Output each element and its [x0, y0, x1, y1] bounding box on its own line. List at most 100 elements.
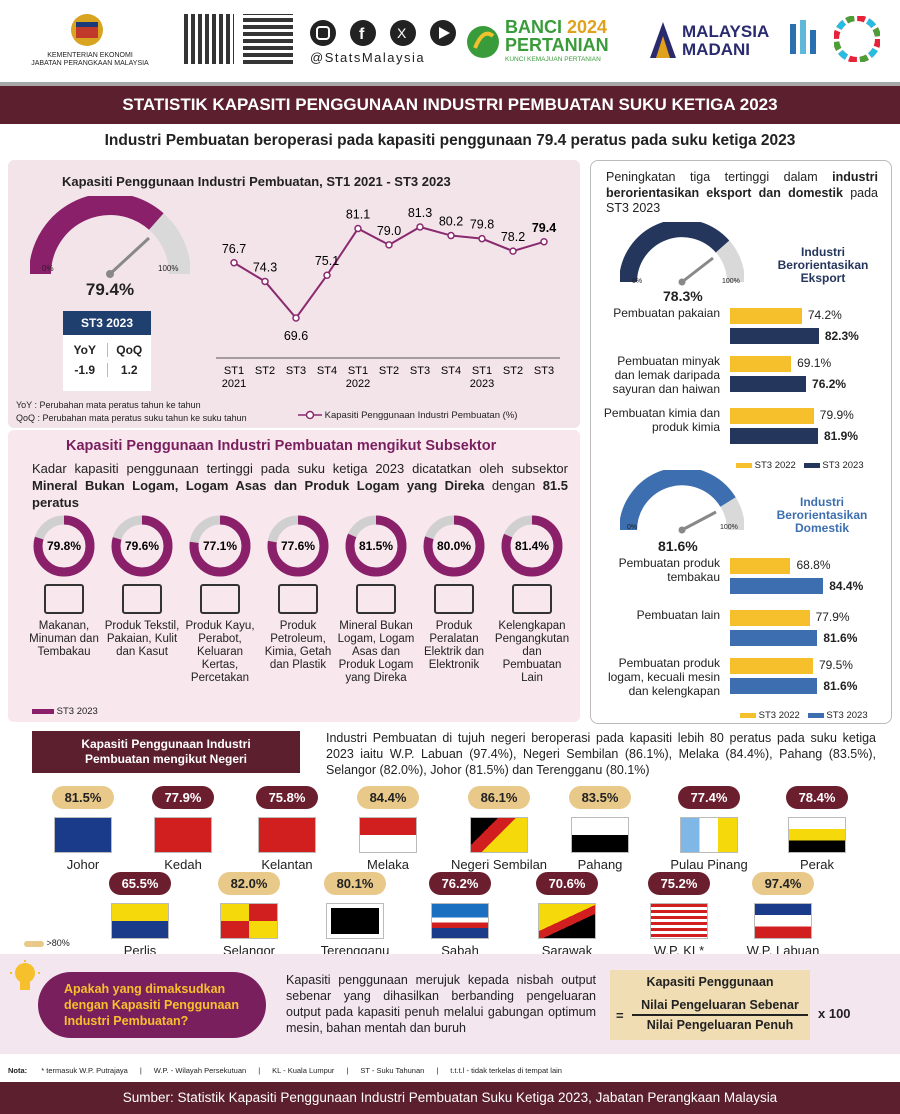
data-label: 79.4	[532, 221, 556, 235]
state-value-badge: 76.2%	[429, 872, 491, 895]
bar-st3-2023	[730, 678, 818, 694]
svg-text:f: f	[359, 26, 365, 43]
note-yoy: YoY : Perubahan mata peratus tahun ke ta…	[16, 400, 201, 410]
domestic-bar-chart: Pembuatan produk tembakau 68.8% 84.4% Pembu…	[600, 556, 890, 708]
data-label: 79.0	[377, 224, 401, 238]
qr-code-icon[interactable]	[243, 14, 293, 64]
subsector-label: Produk Tekstil, Pakaian, Kulit dan Kasut	[104, 620, 180, 658]
subsector-label: Makanan, Minuman dan Tembakau	[29, 620, 99, 658]
data-point	[292, 314, 300, 322]
ministry-name: KEMENTERIAN EKONOMI	[47, 52, 133, 59]
export-gauge-min: 0%	[632, 278, 643, 285]
subsector-description: Kadar kapasiti penggunaan tertinggi pada…	[32, 460, 568, 511]
subsector-item: 79.6% Produk Tekstil, Pakaian, Kulit dan …	[102, 514, 182, 659]
note-item: t.t.t.l - tidak terkelas di tempat lain	[450, 1066, 562, 1075]
state-name: Pulau Pinang	[670, 857, 748, 872]
data-point	[447, 231, 455, 240]
bar-st3-2023	[730, 328, 819, 344]
state-flag-icon	[220, 903, 278, 939]
bar-value-2023: 81.9%	[823, 429, 859, 443]
subsector-item: 77.1% Produk Kayu, Perabot, Keluaran Kert…	[180, 514, 260, 685]
title-bar: STATISTIK KAPASITI PENGGUNAAN INDUSTRI P…	[0, 82, 900, 124]
banci-word: BANCI	[505, 17, 562, 37]
export-legend-2023: ST3 2023	[822, 460, 864, 471]
state-item: 77.4% Pulau Pinang	[654, 786, 764, 872]
qoq-label: QoQ	[106, 343, 152, 357]
bar-group: Pembuatan minyak dan lemak daripada sayu…	[600, 354, 890, 400]
desc-value: 81.5 peratus	[32, 478, 568, 510]
state-value-badge: 83.5%	[569, 786, 631, 809]
electronics-icon	[434, 584, 474, 614]
state-item: 80.1% Terengganu	[300, 872, 410, 958]
bar-st3-2023	[730, 428, 818, 444]
desc-plain: Kadar kapasiti penggunaan tertinggi pada…	[32, 461, 568, 476]
state-name: Melaka	[367, 857, 409, 872]
data-point	[354, 224, 362, 233]
data-point	[323, 271, 331, 279]
state-name: Negeri Sembilan	[450, 857, 548, 872]
bar-value-2022: 79.5%	[818, 658, 853, 672]
x-tick-label: ST3	[534, 365, 554, 377]
note-item: |	[436, 1066, 439, 1075]
yoy-value: -1.9	[74, 363, 96, 377]
data-point	[509, 247, 517, 255]
subsector-label: Kelengkapan Pengangkutan dan Pembuatan L…	[494, 620, 570, 684]
export-gauge-max: 100%	[722, 278, 740, 285]
bar-st3-2022	[730, 558, 791, 574]
state-item: 70.6% Sarawak	[512, 872, 622, 958]
bar-group: Pembuatan produk tembakau 68.8% 84.4%	[600, 556, 890, 602]
bar-value-2023: 81.6%	[823, 679, 858, 693]
social-handle[interactable]: @StatsMalaysia	[310, 50, 426, 65]
data-label: 81.1	[346, 208, 370, 222]
chart-legend: Kapasiti Penggunaan Industri Pembuatan (…	[298, 410, 517, 421]
state-flag-icon	[54, 817, 112, 853]
domestic-gauge-value: 81.6%	[658, 538, 698, 554]
donut-value: 79.6%	[125, 539, 159, 553]
domestic-gauge-max: 100%	[720, 524, 738, 531]
header: KEMENTERIAN EKONOMI JABATAN PERANGKAAN M…	[0, 0, 900, 82]
qr-code-icon[interactable]	[184, 14, 234, 64]
gauge-value: 79.4%	[85, 280, 135, 299]
state-value-badge: 80.1%	[324, 872, 386, 895]
state-value-badge: 65.5%	[109, 872, 171, 895]
note-item: |	[139, 1066, 142, 1075]
formula-equals: =	[616, 1008, 624, 1023]
state-item: 97.4% W.P. Labuan	[728, 872, 838, 958]
donut-arc	[423, 515, 485, 577]
data-point	[540, 238, 548, 246]
sdg-wheel-icon	[833, 15, 881, 63]
footer: Sumber: Statistik Kapasiti Penggunaan In…	[0, 1082, 900, 1114]
subsector-donut: 80.0%	[423, 515, 485, 577]
state-name: Kelantan	[261, 857, 313, 872]
yoy-label: YoY	[73, 343, 96, 357]
state-flag-icon	[326, 903, 384, 939]
subsector-label: Produk Petroleum, Kimia, Getah dan Plast…	[264, 620, 332, 671]
formula-numerator: Nilai Pengeluaran Sebenar	[641, 998, 799, 1012]
notes: Nota: * termasuk W.P. Putrajaya | W.P. - W…	[8, 1066, 562, 1075]
social-icons[interactable]	[308, 18, 458, 48]
donut-arc	[501, 515, 563, 577]
state-flag-icon	[538, 903, 596, 939]
main-gauge	[29, 193, 191, 280]
x-tick-label: ST1	[472, 365, 492, 377]
state-item: 77.9% Kedah	[128, 786, 238, 872]
subsector-donut: 79.8%	[33, 515, 95, 577]
bar-value-2022: 74.2%	[807, 308, 842, 322]
x-tick-label: ST2	[379, 365, 399, 377]
domestic-title: Industri Berorientasikan Domestik	[776, 495, 868, 535]
subsector-donut: 81.4%	[501, 515, 563, 577]
definition-question: Apakah yang dimaksudkan dengan Kapasiti …	[64, 982, 240, 1028]
page-title: STATISTIK KAPASITI PENGGUNAAN INDUSTRI P…	[122, 95, 778, 114]
state-value-badge: 84.4%	[357, 786, 419, 809]
state-flag-icon	[258, 817, 316, 853]
bar-st3-2022	[730, 356, 792, 372]
bar-value-2023: 81.6%	[823, 631, 858, 645]
formula-box	[610, 970, 810, 1040]
state-value-badge: 70.6%	[536, 872, 598, 895]
bar-category-label: Pembuatan kimia dan produk kimia	[603, 406, 720, 434]
note-item: |	[346, 1066, 349, 1075]
state-name: Perak	[800, 857, 834, 872]
subsector-item: 80.0% Produk Peralatan Elektrik dan Elekt…	[414, 514, 494, 672]
qoq-value: 1.2	[106, 363, 152, 377]
subsector-donut: 79.6%	[111, 515, 173, 577]
